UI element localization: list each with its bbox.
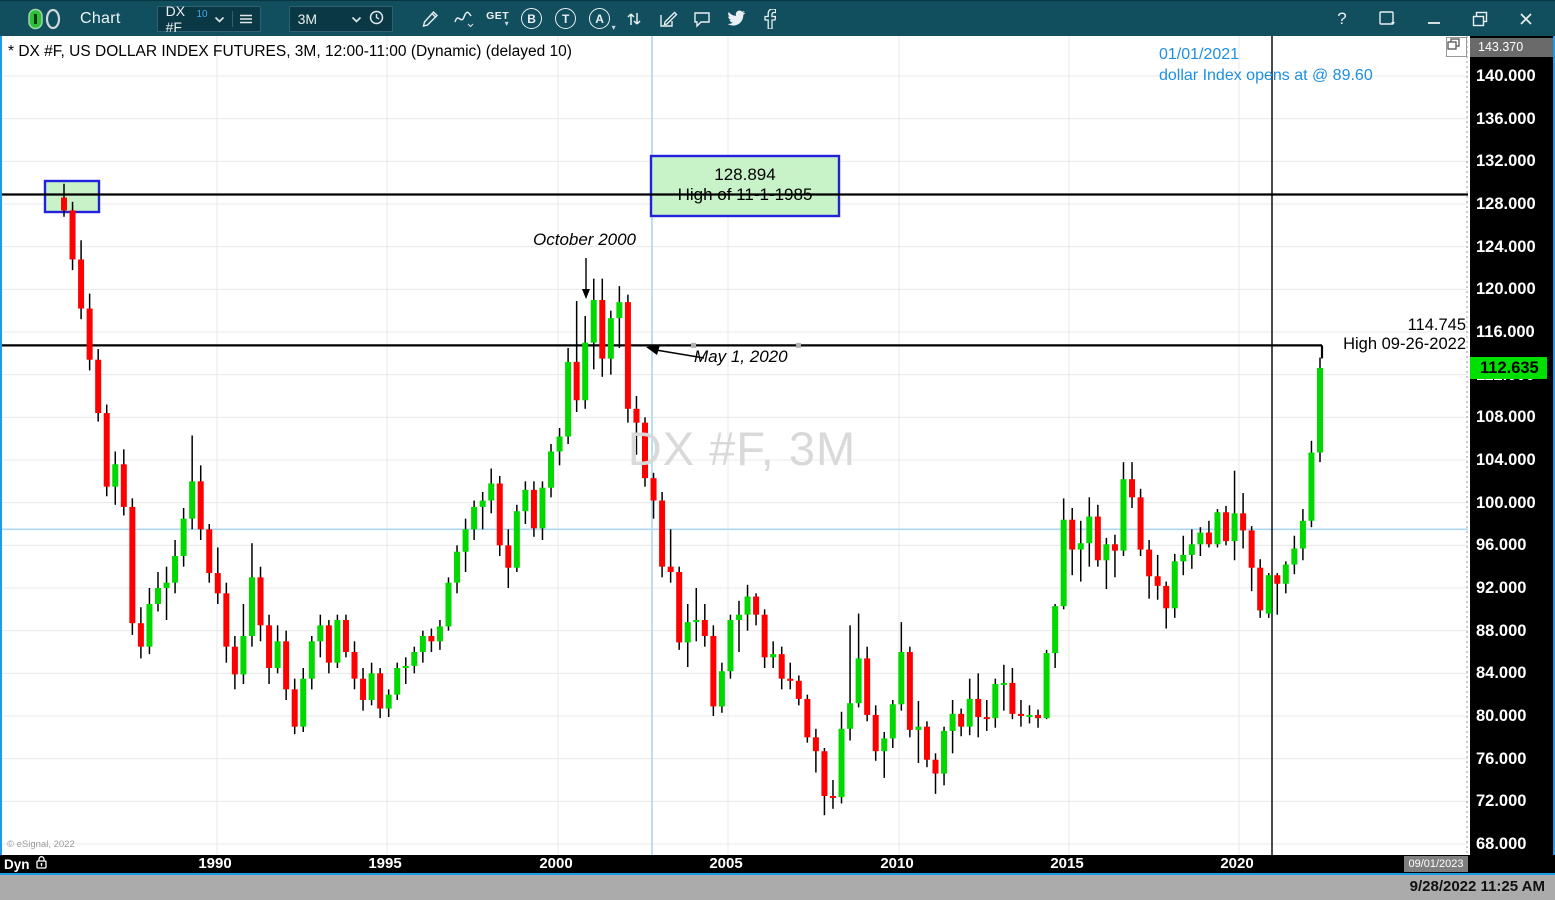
menu-icon[interactable] [239,11,252,27]
interval-value[interactable]: 3M [297,10,318,27]
lock-icon[interactable] [35,855,48,874]
get-quotes-button[interactable]: GET ▾ [486,9,510,28]
year-tick: 2015 [1050,855,1084,872]
year-tick: 1990 [198,855,232,872]
drawing-toolbar: GET ▾ B T A ▾ [413,5,787,33]
watermark: DX #F, 3M [627,422,857,475]
year-tick: 2010 [880,855,914,872]
help-button[interactable]: ? [1337,8,1347,28]
chart-area[interactable]: * DX #F, US DOLLAR INDEX FUTURES, 3M, 12… [2,36,1470,855]
price-tick: 140.000 [1476,67,1536,85]
current-price-label: 112.635 [1470,356,1547,379]
price-tick: 92.000 [1476,579,1527,597]
year-tick: 2005 [709,855,743,872]
annotation-2022-high-text: High 09-26-2022 [1343,335,1466,353]
price-tick: 96.000 [1476,536,1527,555]
restore-pane-icon[interactable] [1446,37,1467,57]
price-tick: 108.000 [1476,408,1536,427]
facebook-button[interactable] [753,5,787,33]
window-controls: ? [1331,8,1537,30]
chart-symbol-title: * DX #F, US DOLLAR INDEX FUTURES, 3M, 12… [8,43,572,60]
price-tick: 80.000 [1476,707,1527,725]
line-handle [691,342,696,348]
price-tick: 120.000 [1476,280,1536,299]
may-2020-arrowhead [646,345,660,355]
annotation-may-2020[interactable]: May 1, 2020 [694,347,788,366]
price-tick: 132.000 [1476,152,1536,171]
price-tick: 100.000 [1476,493,1536,512]
line-handle [796,342,801,348]
pencil-tool-button[interactable] [413,5,447,33]
window-title: Chart [80,9,121,27]
window-border-right [1553,36,1555,873]
annotation-2022-high-value: 114.745 [1407,316,1466,334]
interval-select[interactable]: 3M [288,5,393,32]
twitter-button[interactable] [719,5,753,33]
esignal-logo-icon [26,8,66,30]
minimize-button[interactable] [1423,8,1445,30]
annotation-jan-2021[interactable]: 01/01/2021 dollar Index opens at @ 89.60 [1159,44,1373,86]
year-tick: 1995 [368,855,402,872]
price-tick: 68.000 [1476,835,1527,853]
candlestick-plot[interactable] [2,36,1470,855]
annotation-1985-high-value: 128.894 [714,165,776,184]
line-study-button[interactable] [447,5,481,33]
toolbar: Chart DX #F 10 3M GET ▾ B T A ▾ [0,0,1555,36]
bar-type-button[interactable]: B [515,5,549,33]
annotation-jan-2021-text: dollar Index opens at @ 89.60 [1159,67,1373,84]
annotation-1985-high-text: High of 11-1-1985 [677,185,813,204]
status-bar: 9/28/2022 11:25 AM [0,875,1555,900]
time-template-button[interactable]: T [549,5,583,33]
price-tick: 116.000 [1476,323,1535,341]
highlight-box-1985-label [649,154,841,218]
time-axis[interactable]: Dyn 1990 1995 2000 2005 2010 2015 2020 09/01/2… [0,855,1555,873]
price-tick: 128.000 [1476,195,1536,213]
copyright: © eSignal, 2022 [7,839,75,850]
close-button[interactable] [1515,8,1537,30]
annotation-jan-2021-date: 01/01/2021 [1159,46,1240,63]
end-date-label: 09/01/2023 [1404,856,1468,872]
price-tick: 72.000 [1476,792,1527,811]
october-2000-arrowhead [582,289,590,299]
window-border-bottom [0,873,1555,875]
symbol-value[interactable]: DX #F [165,2,186,35]
restore-button[interactable] [1469,8,1491,30]
dynamic-mode-label: Dyn [4,856,30,872]
price-tick: 84.000 [1476,664,1527,683]
analysis-button[interactable]: A ▾ [583,5,617,33]
symbol-input[interactable]: DX #F 10 [156,2,261,35]
chevron-down-icon[interactable] [214,11,225,27]
chevron-down-icon[interactable] [351,11,362,27]
status-datetime: 9/28/2022 11:25 AM [1409,878,1545,895]
annotation-october-2000[interactable]: October 2000 [533,230,637,249]
symbol-superscript: 10 [196,9,208,20]
page-layout-button[interactable] [1377,8,1399,30]
chat-button[interactable] [685,5,719,33]
year-tick: 2020 [1220,855,1254,872]
transfer-arrows-icon[interactable] [617,5,651,33]
notes-button[interactable] [651,5,685,33]
year-tick: 2000 [539,855,573,872]
price-tick: 76.000 [1476,749,1527,768]
price-tick: 88.000 [1476,621,1527,640]
annotation-1985-high-box[interactable]: 128.894 High of 11-1-1985 [651,156,839,216]
price-tick: 136.000 [1476,109,1536,128]
price-axis-max: 143.370 [1470,38,1553,57]
clock-icon[interactable] [369,10,384,28]
price-tick: 124.000 [1476,237,1536,256]
price-axis[interactable]: 143.370 140.000 136.000 132.000 128.000 124.… [1470,36,1553,855]
may-2020-arrow [655,349,705,359]
window-border-left [0,36,2,873]
candles [61,183,1323,816]
price-tick: 104.000 [1476,451,1536,469]
